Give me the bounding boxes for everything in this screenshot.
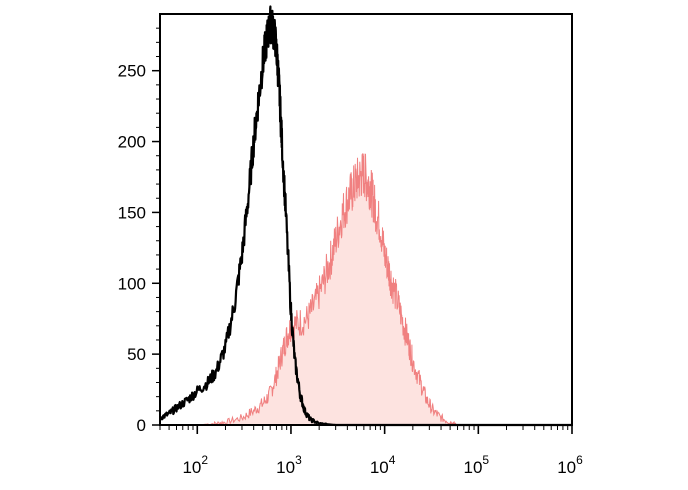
y-tick-label-50: 50 (127, 345, 146, 364)
x-tick-label-4: 104 (370, 453, 396, 477)
x-tick-label-2: 102 (182, 453, 208, 477)
y-axis: 0 50 100 150 200 250 (118, 27, 160, 435)
series-1-area (197, 153, 573, 425)
x-tick-label-6: 106 (557, 453, 583, 477)
y-tick-label-150: 150 (118, 203, 146, 222)
y-tick-label-100: 100 (118, 274, 146, 293)
series-1-outline (197, 153, 572, 427)
x-tick-label-3: 103 (276, 453, 302, 477)
y-tick-label-0: 0 (137, 416, 146, 435)
y-tick-label-250: 250 (118, 62, 146, 81)
y-tick-label-200: 200 (118, 133, 146, 152)
x-axis: 102 103 104 105 106 (159, 425, 583, 477)
plot-series (159, 5, 573, 427)
plot-frame (159, 13, 573, 426)
x-tick-label-5: 105 (464, 453, 490, 477)
series-0-line (159, 5, 572, 427)
